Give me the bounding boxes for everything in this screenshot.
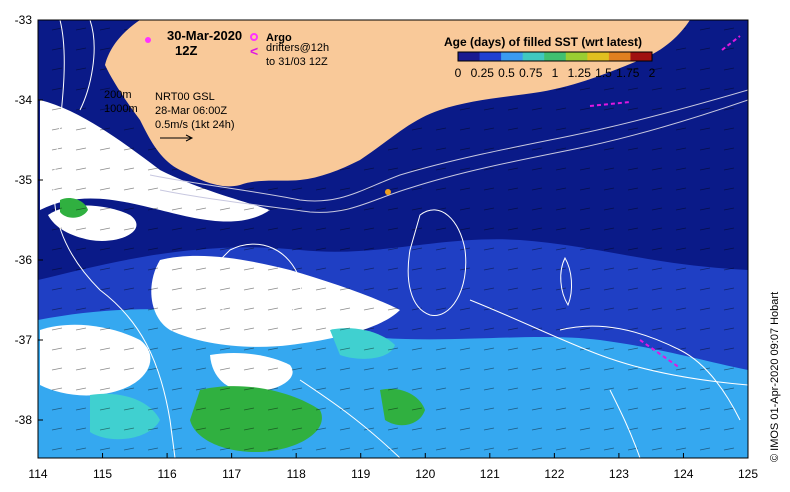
credit-text: © IMOS 01-Apr-2020 09:07 Hobart [769, 292, 781, 462]
bathy-1000-label: 1000m [104, 103, 138, 115]
bathy-200-label: 200m [104, 89, 132, 101]
y-tick-label: -38 [15, 413, 33, 427]
colorbar-label: 0.25 [471, 66, 495, 80]
nrt-date: 28-Mar 06:00Z [155, 105, 227, 117]
x-tick-label: 121 [480, 467, 500, 481]
colorbar-swatch [479, 52, 502, 61]
drifter-tracks [589, 35, 741, 369]
colorbar-label: 0 [455, 66, 462, 80]
x-tick-label: 125 [738, 467, 758, 481]
colorbar-swatch [630, 52, 653, 61]
colorbar-label: 1.25 [568, 66, 592, 80]
x-tick-label: 118 [287, 467, 306, 481]
x-tick-label: 122 [544, 467, 564, 481]
scale-arrow-icon [160, 134, 194, 142]
land-australia [105, 20, 690, 187]
x-tick-label: 114 [28, 467, 47, 481]
colorbar [457, 51, 653, 62]
nrt-label: NRT00 GSL [155, 91, 215, 103]
y-tick-label: -33 [15, 13, 33, 27]
map-date: 30-Mar-2020 [167, 28, 242, 43]
x-tick-label: 116 [158, 467, 177, 481]
colorbar-swatch [608, 52, 631, 61]
colorbar-swatch [565, 52, 588, 61]
ssh-contours [53, 20, 748, 458]
drifters-label-1: drifters@12h [266, 42, 329, 54]
y-axis: -33 -34 -35 -36 -37 -38 [15, 13, 43, 427]
colorbar-swatch [544, 52, 567, 61]
colorbar-label: 1.5 [595, 66, 612, 80]
colorbar-label: 1.75 [616, 66, 640, 80]
argo-label: Argo [266, 32, 292, 44]
x-tick-label: 119 [351, 467, 370, 481]
map-time: 12Z [175, 43, 197, 58]
sst-hotspot [385, 189, 391, 195]
scale-label: 0.5m/s (1kt 24h) [155, 119, 234, 131]
argo-float-marker [145, 37, 151, 43]
colorbar-title: Age (days) of filled SST (wrt latest) [444, 35, 642, 49]
colorbar-label: 0.75 [519, 66, 543, 80]
colorbar-swatch [587, 52, 610, 61]
y-tick-label: -37 [15, 333, 33, 347]
x-tick-label: 115 [93, 467, 112, 481]
colorbar-label: 0.5 [498, 66, 515, 80]
x-tick-label: 123 [609, 467, 629, 481]
bathymetry-lines [149, 89, 748, 213]
colorbar-label: 1 [552, 66, 559, 80]
colorbar-swatch [522, 52, 545, 61]
x-tick-label: 120 [415, 467, 435, 481]
argo-legend-icon [250, 33, 258, 41]
x-tick-label: 117 [222, 467, 241, 481]
map-plot-area [38, 20, 748, 458]
colorbar-swatch [458, 52, 481, 61]
y-tick-label: -36 [15, 253, 33, 267]
y-tick-label: -35 [15, 173, 33, 187]
colorbar-swatch [501, 52, 524, 61]
drifter-legend-icon: < [250, 43, 258, 59]
x-tick-label: 124 [673, 467, 693, 481]
drifters-label-2: to 31/03 12Z [266, 56, 328, 68]
colorbar-frame [457, 51, 653, 62]
colorbar-label: 2 [649, 66, 656, 80]
colorbar-labels: 0 0.25 0.5 0.75 1 1.25 1.5 1.75 2 [455, 66, 656, 80]
x-axis: 114 115 116 117 118 119 120 121 122 123 124 125 [28, 453, 758, 481]
plot-frame [37, 19, 749, 459]
y-tick-label: -34 [15, 93, 33, 107]
